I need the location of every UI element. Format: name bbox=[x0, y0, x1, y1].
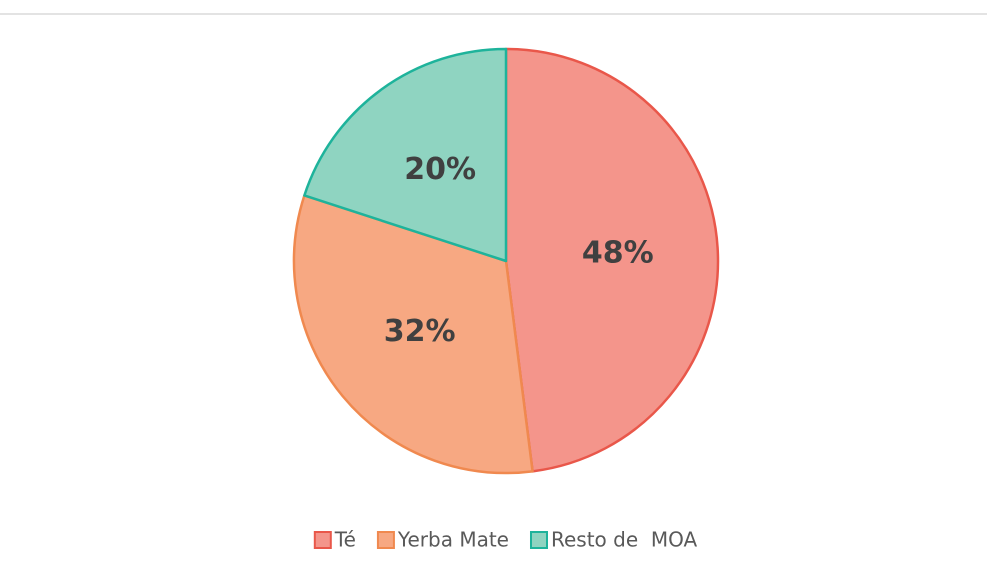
legend-swatch bbox=[313, 531, 332, 549]
legend-label: Resto de MOA bbox=[551, 528, 698, 552]
data-label: 20% bbox=[404, 152, 476, 187]
pie-slice bbox=[303, 47, 508, 263]
data-label: 32% bbox=[384, 314, 456, 349]
data-label: 48% bbox=[582, 235, 654, 270]
pie-slice bbox=[504, 47, 720, 473]
legend-label: Yerba Mate bbox=[397, 528, 509, 552]
pie-slice bbox=[292, 194, 534, 475]
legend-label: Té bbox=[334, 528, 356, 552]
legend-swatch bbox=[529, 531, 548, 549]
legend-swatch bbox=[376, 531, 395, 549]
